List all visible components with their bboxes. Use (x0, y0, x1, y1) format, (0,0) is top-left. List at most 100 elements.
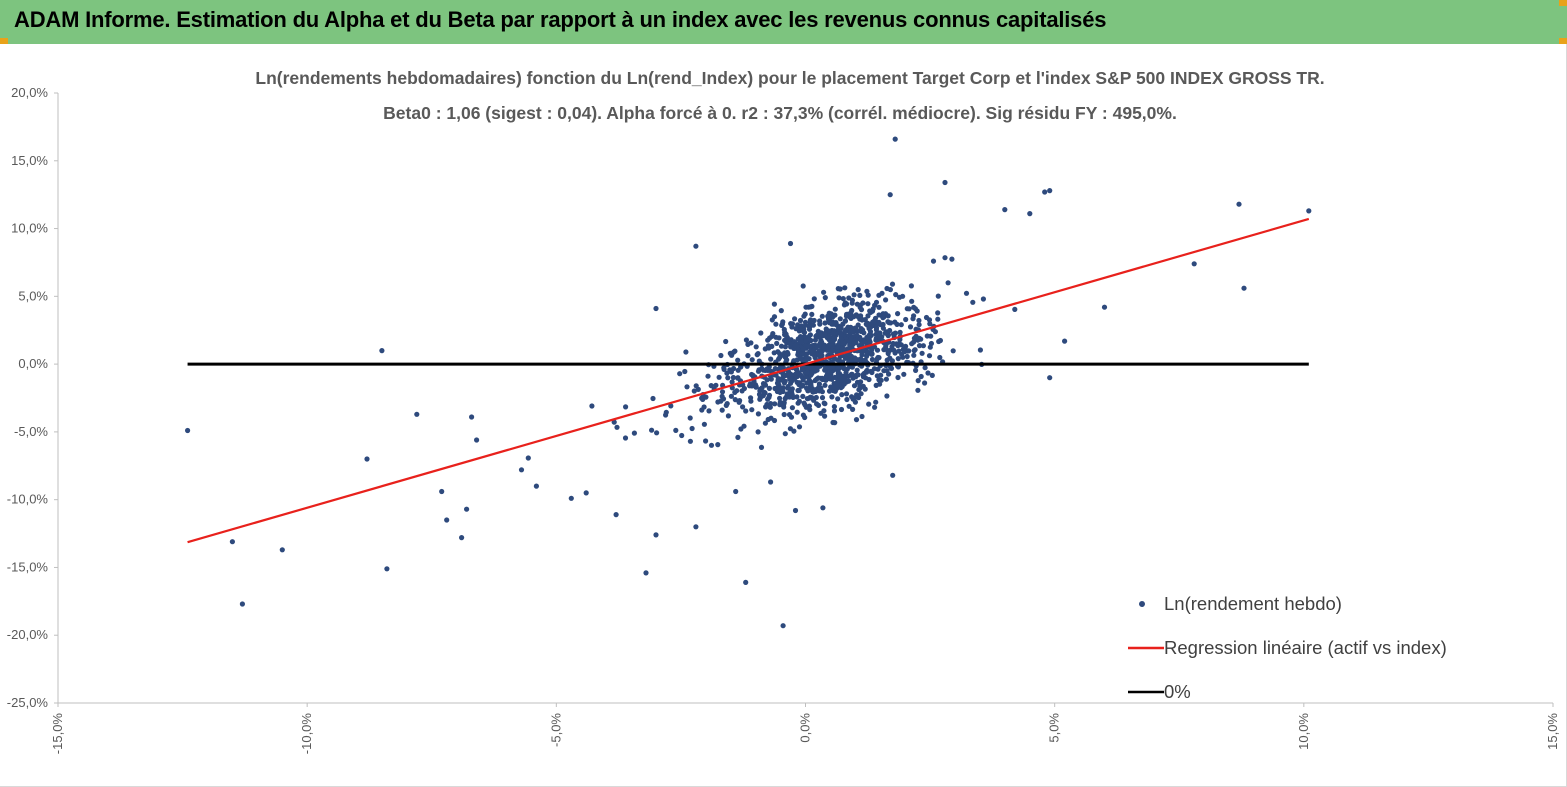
data-point (762, 382, 769, 388)
data-point (911, 335, 918, 341)
data-point (830, 348, 836, 354)
data-point (775, 385, 781, 391)
data-point (682, 368, 688, 375)
data-point (906, 306, 912, 312)
data-point (866, 376, 872, 383)
data-point (789, 386, 795, 392)
y-tick-label: -5,0% (14, 424, 48, 439)
data-point (464, 506, 470, 512)
data-point (776, 335, 782, 341)
data-point (735, 375, 741, 381)
data-point (884, 393, 890, 399)
data-point (780, 319, 786, 325)
data-point (740, 404, 746, 410)
data-point (796, 387, 802, 393)
data-point (794, 379, 800, 385)
data-point (777, 395, 783, 401)
data-point (839, 346, 845, 352)
data-point (853, 374, 859, 380)
data-point (826, 388, 833, 394)
data-point (782, 396, 788, 402)
data-point (842, 318, 848, 324)
data-point (916, 317, 922, 324)
data-point (853, 340, 859, 346)
data-point (977, 347, 984, 353)
data-point (838, 336, 845, 342)
data-point (787, 240, 794, 247)
data-point (815, 375, 821, 381)
y-tick-label: 10,0% (11, 221, 48, 236)
data-point (845, 373, 851, 379)
data-point (859, 413, 865, 420)
data-point (871, 366, 878, 372)
data-point (923, 314, 930, 321)
data-point (927, 344, 933, 350)
data-point (873, 325, 880, 331)
data-point (895, 311, 901, 317)
data-point (876, 312, 882, 318)
data-point (754, 352, 760, 358)
data-point (849, 394, 855, 400)
data-point (859, 352, 865, 358)
data-point (730, 374, 737, 381)
data-point (614, 424, 620, 430)
data-point (798, 339, 804, 345)
data-point (885, 313, 891, 319)
data-point (1241, 285, 1247, 291)
data-point (743, 337, 750, 343)
data-point (883, 343, 889, 349)
data-point (653, 305, 659, 312)
data-point (778, 343, 785, 349)
data-point (847, 342, 853, 348)
data-point (819, 376, 826, 382)
data-point (841, 302, 848, 308)
data-point (792, 343, 798, 349)
data-point (725, 375, 731, 381)
data-point (731, 365, 737, 372)
data-point (705, 373, 711, 379)
data-point (908, 283, 915, 289)
data-point (469, 414, 475, 420)
data-point (719, 407, 725, 413)
data-point (903, 343, 909, 349)
y-tick-label: -10,0% (7, 492, 49, 507)
data-point (903, 316, 909, 323)
data-point (822, 320, 828, 326)
data-point (771, 350, 777, 356)
data-point (886, 371, 892, 377)
data-point (852, 399, 859, 405)
data-point (848, 336, 854, 342)
data-point (802, 402, 808, 408)
data-point (884, 285, 890, 292)
data-point (743, 408, 749, 414)
y-tick-label: -15,0% (7, 559, 49, 574)
data-point (927, 321, 933, 327)
data-point (909, 298, 915, 304)
data-point (866, 332, 872, 338)
data-point (949, 256, 955, 262)
data-point (843, 391, 850, 397)
data-point (384, 566, 390, 572)
data-point (838, 406, 845, 413)
data-point (916, 322, 922, 328)
data-point (1236, 201, 1242, 207)
data-point (792, 507, 799, 514)
data-point (611, 419, 617, 425)
data-point (930, 258, 937, 264)
data-point (735, 434, 741, 440)
data-point (831, 404, 838, 410)
data-point (935, 316, 941, 322)
data-point (758, 330, 764, 336)
data-point (895, 356, 901, 362)
data-point (862, 357, 868, 363)
data-point (820, 505, 826, 511)
data-point (904, 353, 910, 360)
data-point (786, 412, 793, 418)
data-point (873, 382, 879, 388)
data-point (876, 377, 882, 383)
data-point (831, 408, 838, 414)
data-point (673, 427, 679, 433)
data-point (822, 382, 828, 388)
y-tick-label: -25,0% (7, 695, 49, 710)
data-point (807, 317, 813, 323)
